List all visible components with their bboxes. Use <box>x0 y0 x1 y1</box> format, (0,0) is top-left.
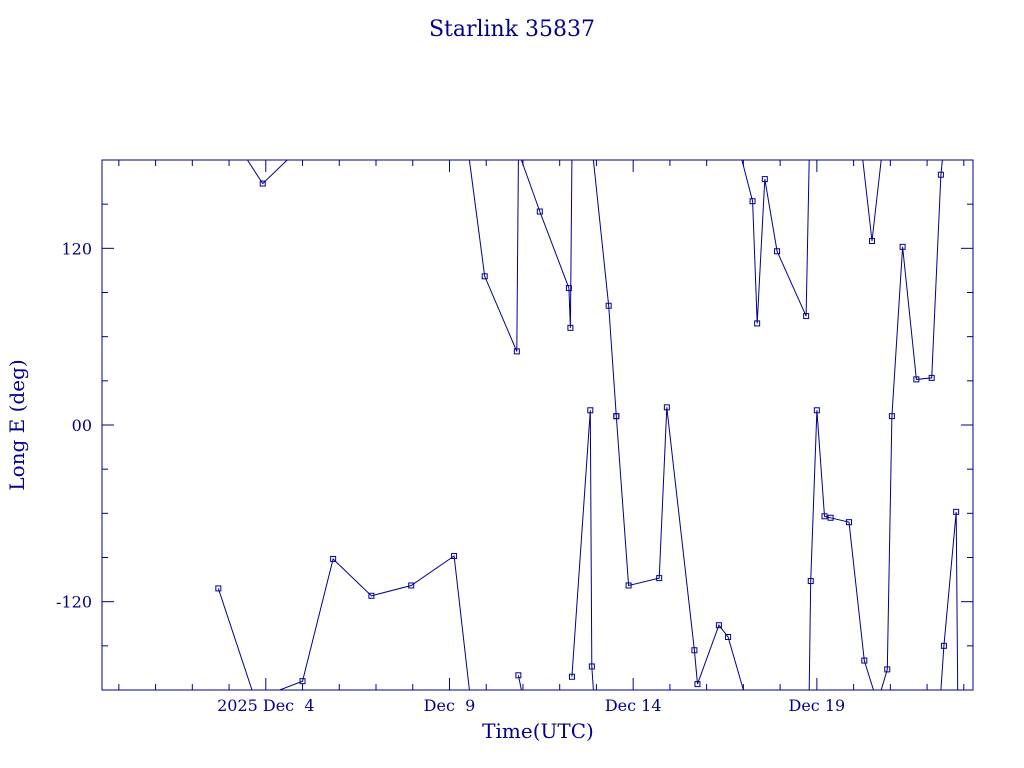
data-point <box>884 666 891 673</box>
y-tick-label: 120 <box>61 239 92 258</box>
data-point <box>481 273 488 280</box>
data-point <box>330 555 337 562</box>
data-point <box>568 673 575 680</box>
data-point <box>803 313 810 320</box>
data-point <box>749 198 756 205</box>
series-segment <box>520 160 573 328</box>
data-point <box>259 180 266 187</box>
series-segment <box>808 410 874 690</box>
series-segment <box>862 160 882 242</box>
data-point <box>725 634 732 640</box>
data-point <box>368 592 375 599</box>
series-segment <box>217 588 253 690</box>
data-point <box>408 582 415 589</box>
data-point <box>821 513 828 520</box>
data-point <box>913 376 920 383</box>
data-point <box>299 678 306 685</box>
data-point <box>625 582 632 589</box>
data-point <box>613 413 620 420</box>
data-point <box>536 208 543 215</box>
data-point <box>715 622 722 629</box>
data-point <box>515 672 522 679</box>
series-segment <box>741 160 810 324</box>
data-point <box>868 237 875 244</box>
data-point <box>807 578 814 585</box>
data-point <box>899 243 906 250</box>
series-markers <box>215 171 960 688</box>
y-axis-label: Long E (deg) <box>5 359 29 490</box>
y-tick-labels: 120 00 -120 <box>56 239 92 611</box>
data-point <box>694 681 701 688</box>
series-segment <box>468 160 519 352</box>
x-tick-labels: 2025 Dec 4 Dec 9 Dec 14 Dec 19 <box>217 696 845 715</box>
data-point <box>754 320 761 327</box>
data-point <box>846 519 853 526</box>
data-point <box>588 663 595 670</box>
chart-title: Starlink 35837 <box>429 17 595 42</box>
data-point <box>827 514 834 521</box>
data-point <box>937 171 944 178</box>
x-tick-label: Dec 9 <box>424 696 476 715</box>
axis-ticks <box>102 159 973 691</box>
x-tick-label: Dec 19 <box>789 696 846 715</box>
data-point <box>587 407 594 414</box>
plot-frame <box>101 159 974 691</box>
series-segment <box>279 555 470 690</box>
data-point <box>953 508 960 515</box>
data-point <box>567 324 574 331</box>
y-tick-label: -120 <box>56 593 92 612</box>
series-segment <box>571 410 594 690</box>
data-point <box>605 302 612 309</box>
data-point <box>861 657 868 664</box>
data-point <box>565 285 572 292</box>
data-point <box>774 248 781 255</box>
data-point <box>656 575 663 582</box>
x-tick-label: Dec 14 <box>605 696 662 715</box>
series-segment <box>246 160 288 185</box>
data-point <box>813 407 820 414</box>
data-point <box>451 553 458 560</box>
series-segment <box>592 160 617 417</box>
data-point <box>940 642 947 649</box>
data-point <box>888 413 895 420</box>
y-tick-label: 00 <box>72 416 92 435</box>
data-point <box>663 404 670 411</box>
series-segment <box>615 407 744 690</box>
data-point <box>691 647 698 654</box>
series-segment <box>940 511 959 690</box>
series-line <box>217 160 964 690</box>
x-axis-label: Time(UTC) <box>482 719 594 743</box>
series-segment <box>880 160 943 690</box>
data-point <box>215 585 222 592</box>
data-point <box>928 374 935 381</box>
data-point <box>761 176 768 183</box>
x-tick-label: 2025 Dec 4 <box>217 696 314 715</box>
data-point <box>513 348 520 355</box>
